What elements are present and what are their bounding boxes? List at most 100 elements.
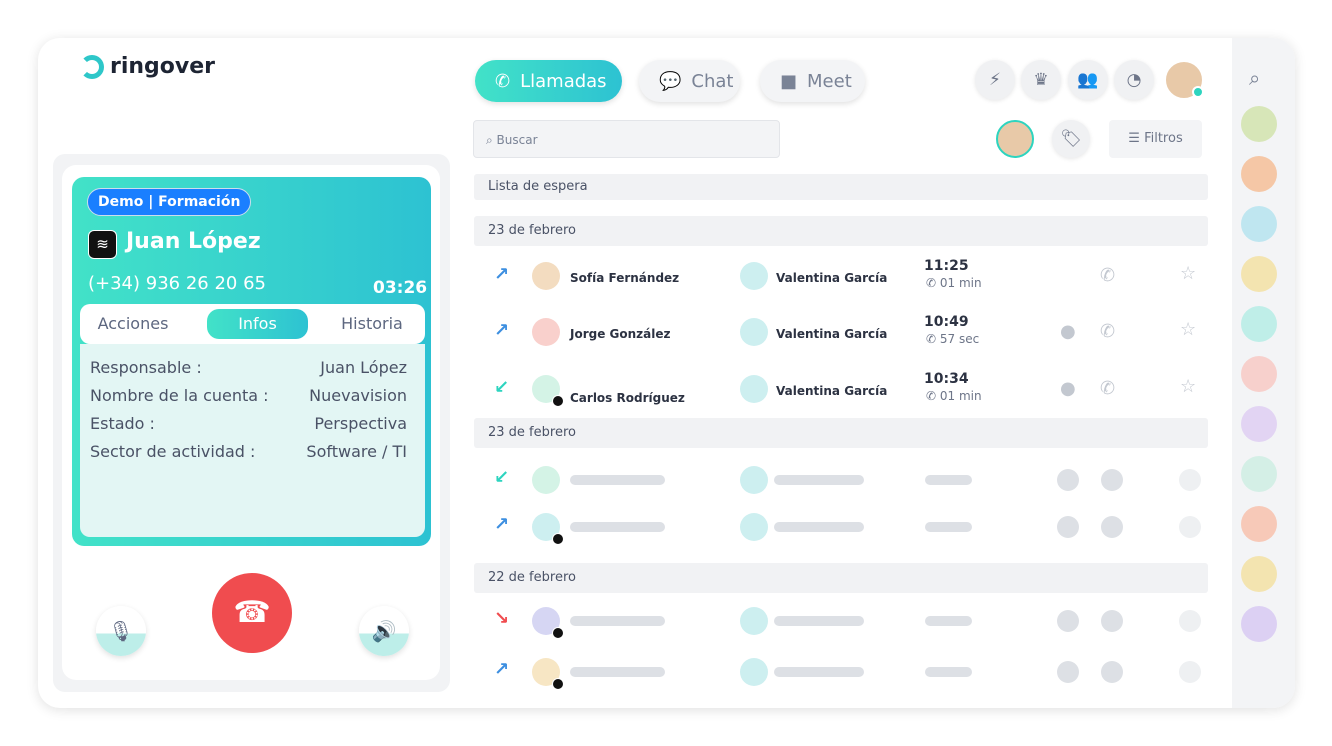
tab-llamadas[interactable]: ✆ Llamadas — [475, 60, 622, 102]
info-list: Responsable : Juan López Nombre de la cue… — [80, 344, 425, 537]
call-row-placeholder: ↘ — [474, 596, 1208, 646]
contact-name[interactable]: Carlos Rodríguez — [570, 391, 685, 405]
filter-icon: ☰ — [1128, 131, 1145, 146]
skeleton-bar — [925, 616, 972, 626]
skeleton-bar — [774, 475, 864, 485]
speaker-button[interactable]: 🔊 — [359, 606, 409, 656]
contact-avatar[interactable] — [1241, 206, 1277, 242]
call-back-icon[interactable]: ✆ — [1100, 321, 1116, 342]
outgoing-call-icon: ↗ — [494, 264, 510, 285]
call-timer: 03:26 — [373, 278, 428, 298]
call-back-icon[interactable]: ✆ — [1100, 378, 1116, 399]
search-input[interactable]: ⌕ Buscar — [473, 120, 780, 158]
contact-phone: (+34) 936 26 20 65 — [88, 273, 266, 294]
contact-avatar — [532, 318, 560, 346]
call-time: 10:49 — [924, 314, 969, 330]
comment-icon[interactable]: ● — [1060, 378, 1076, 399]
contact-avatar[interactable] — [1241, 356, 1277, 392]
missed-call-icon: ↘ — [494, 608, 510, 629]
call-row[interactable]: ↙ Carlos Rodríguez Valentina García 10:3… — [474, 366, 1208, 416]
phone-icon: ✆ — [495, 70, 511, 92]
skeleton-dot — [1101, 610, 1123, 632]
contact-avatar[interactable] — [1241, 106, 1277, 142]
contact-avatar[interactable] — [1241, 606, 1277, 642]
incoming-call-icon: ↙ — [494, 467, 510, 488]
skeleton-dot — [1179, 661, 1201, 683]
date-header: 22 de febrero — [474, 563, 1208, 593]
agent-filter-avatar[interactable] — [996, 120, 1034, 158]
agent-avatar — [740, 658, 768, 686]
info-row: Sector de actividad : Software / TI — [90, 442, 407, 461]
agent-avatar — [740, 466, 768, 494]
contact-avatar[interactable] — [1241, 156, 1277, 192]
date-header: 23 de febrero — [474, 216, 1208, 246]
contact-name[interactable]: Jorge González — [570, 327, 671, 341]
contact-name: Juan López — [126, 229, 261, 254]
agent-name: Valentina García — [776, 327, 888, 341]
tab-infos[interactable]: Infos — [207, 309, 308, 339]
contact-name[interactable]: Sofía Fernández — [570, 271, 680, 285]
skeleton-bar — [774, 522, 864, 532]
contact-tabs: Acciones Infos Historia — [80, 304, 425, 344]
mute-button[interactable]: 🎙 — [96, 606, 146, 656]
tab-historia[interactable]: Historia — [341, 314, 403, 333]
call-row[interactable]: ↗ Jorge González Valentina García 10:49 … — [474, 309, 1208, 359]
agent-avatar — [740, 375, 768, 403]
hangup-icon: ☎ — [233, 595, 271, 630]
skeleton-bar — [925, 475, 972, 485]
outgoing-call-icon: ↗ — [494, 514, 510, 535]
status-online — [1192, 86, 1204, 98]
filters-button[interactable]: ☰ Filtros — [1109, 120, 1202, 158]
outgoing-call-icon: ↗ — [494, 320, 510, 341]
call-time: 10:34 — [924, 371, 969, 387]
info-row: Estado : Perspectiva — [90, 414, 407, 433]
tab-chat[interactable]: 💬 Chat — [639, 60, 740, 102]
contact-avatar[interactable] — [1241, 406, 1277, 442]
stack-icon — [552, 533, 564, 545]
call-time: 11:25 — [924, 258, 969, 274]
tag-icon[interactable]: 🏷 — [1052, 120, 1090, 158]
skeleton-bar — [570, 616, 665, 626]
call-row[interactable]: ↗ Sofía Fernández Valentina García 11:25… — [474, 253, 1208, 303]
contact-avatar[interactable] — [1241, 306, 1277, 342]
tab-meet[interactable]: ■ Meet — [760, 60, 865, 102]
skeleton-dot — [1179, 610, 1201, 632]
skeleton-bar — [774, 667, 864, 677]
skeleton-dot — [1057, 516, 1079, 538]
contact-avatar[interactable] — [1241, 506, 1277, 542]
agent-avatar — [740, 513, 768, 541]
outgoing-call-icon: ↗ — [494, 659, 510, 680]
microphone-icon: 🎙 — [108, 619, 134, 643]
search-icon[interactable]: ⌕ — [1249, 66, 1261, 90]
contact-avatar — [532, 466, 560, 494]
hangup-button[interactable]: ☎ — [212, 573, 292, 653]
agent-avatar — [740, 262, 768, 290]
contact-avatar — [532, 262, 560, 290]
star-icon[interactable]: ☆ — [1180, 376, 1197, 397]
contact-avatar[interactable] — [1241, 556, 1277, 592]
skeleton-bar — [774, 616, 864, 626]
star-icon[interactable]: ☆ — [1180, 319, 1197, 340]
comment-icon[interactable]: ● — [1060, 321, 1076, 342]
call-row-placeholder: ↙ — [474, 455, 1208, 505]
stack-icon: ≋ — [88, 230, 117, 259]
speaker-icon: 🔊 — [371, 619, 397, 643]
contact-avatar[interactable] — [1241, 456, 1277, 492]
call-row-placeholder: ↗ — [474, 502, 1208, 552]
skeleton-dot — [1101, 516, 1123, 538]
lightning-icon[interactable]: ⚡ — [975, 60, 1015, 100]
star-icon[interactable]: ☆ — [1180, 263, 1197, 284]
skeleton-bar — [570, 522, 665, 532]
tag-badge: Demo | Formación — [87, 188, 252, 216]
contact-avatar[interactable] — [1241, 256, 1277, 292]
crown-icon[interactable]: ♛ — [1021, 60, 1061, 100]
date-header: 23 de febrero — [474, 418, 1208, 448]
call-back-icon[interactable]: ✆ — [1100, 265, 1116, 286]
waiting-list[interactable]: Lista de espera — [474, 174, 1208, 200]
team-icon[interactable]: 👥 — [1068, 60, 1108, 100]
stats-icon[interactable]: ◔ — [1114, 60, 1154, 100]
skeleton-dot — [1101, 661, 1123, 683]
skeleton-dot — [1101, 469, 1123, 491]
tab-acciones[interactable]: Acciones — [97, 314, 169, 333]
skeleton-dot — [1179, 469, 1201, 491]
